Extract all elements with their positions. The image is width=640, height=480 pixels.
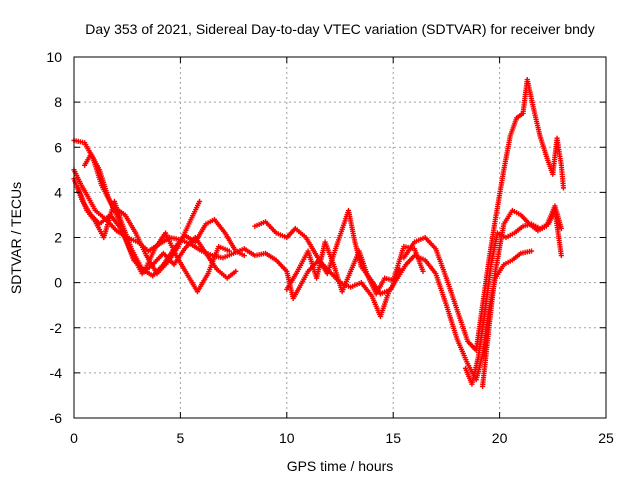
series-trace bbox=[464, 209, 563, 386]
chart-title: Day 353 of 2021, Sidereal Day-to-day VTE… bbox=[85, 21, 594, 37]
data-point bbox=[528, 248, 535, 254]
series-track-9 bbox=[462, 207, 564, 387]
series-track-10 bbox=[479, 203, 564, 390]
y-tick-label: -4 bbox=[50, 365, 63, 381]
data-point bbox=[233, 268, 239, 274]
x-axis-label: GPS time / hours bbox=[287, 458, 394, 474]
x-tick-label: 0 bbox=[70, 430, 78, 446]
y-tick-label: -2 bbox=[50, 320, 63, 336]
data-point bbox=[226, 248, 232, 254]
y-tick-label: 6 bbox=[54, 139, 62, 155]
x-tick-label: 25 bbox=[598, 430, 614, 446]
data-point bbox=[241, 252, 247, 259]
y-tick-label: 4 bbox=[54, 184, 62, 200]
data-point bbox=[558, 252, 564, 259]
y-axis-label: SDTVAR / TECUs bbox=[8, 182, 24, 294]
axis-ticks: 0 5 10 15 20 25 -6 -4 -2 0 2 4 6 8 10 bbox=[46, 49, 614, 446]
series-track-1 bbox=[71, 167, 535, 383]
x-tick-label: 5 bbox=[177, 430, 185, 446]
y-tick-label: 8 bbox=[54, 94, 62, 110]
series-track-7 bbox=[284, 239, 426, 297]
series-layer bbox=[71, 76, 567, 390]
x-tick-label: 10 bbox=[279, 430, 295, 446]
data-point bbox=[558, 225, 564, 232]
y-tick-label: 0 bbox=[54, 275, 62, 291]
y-tick-label: 2 bbox=[54, 230, 62, 246]
data-point bbox=[196, 198, 203, 204]
x-tick-label: 15 bbox=[385, 430, 401, 446]
y-tick-label: -6 bbox=[50, 410, 63, 426]
series-track-5 bbox=[75, 185, 247, 279]
data-point bbox=[560, 185, 567, 191]
y-tick-label: 10 bbox=[46, 49, 62, 65]
data-point bbox=[420, 268, 426, 274]
x-tick-label: 20 bbox=[492, 430, 508, 446]
